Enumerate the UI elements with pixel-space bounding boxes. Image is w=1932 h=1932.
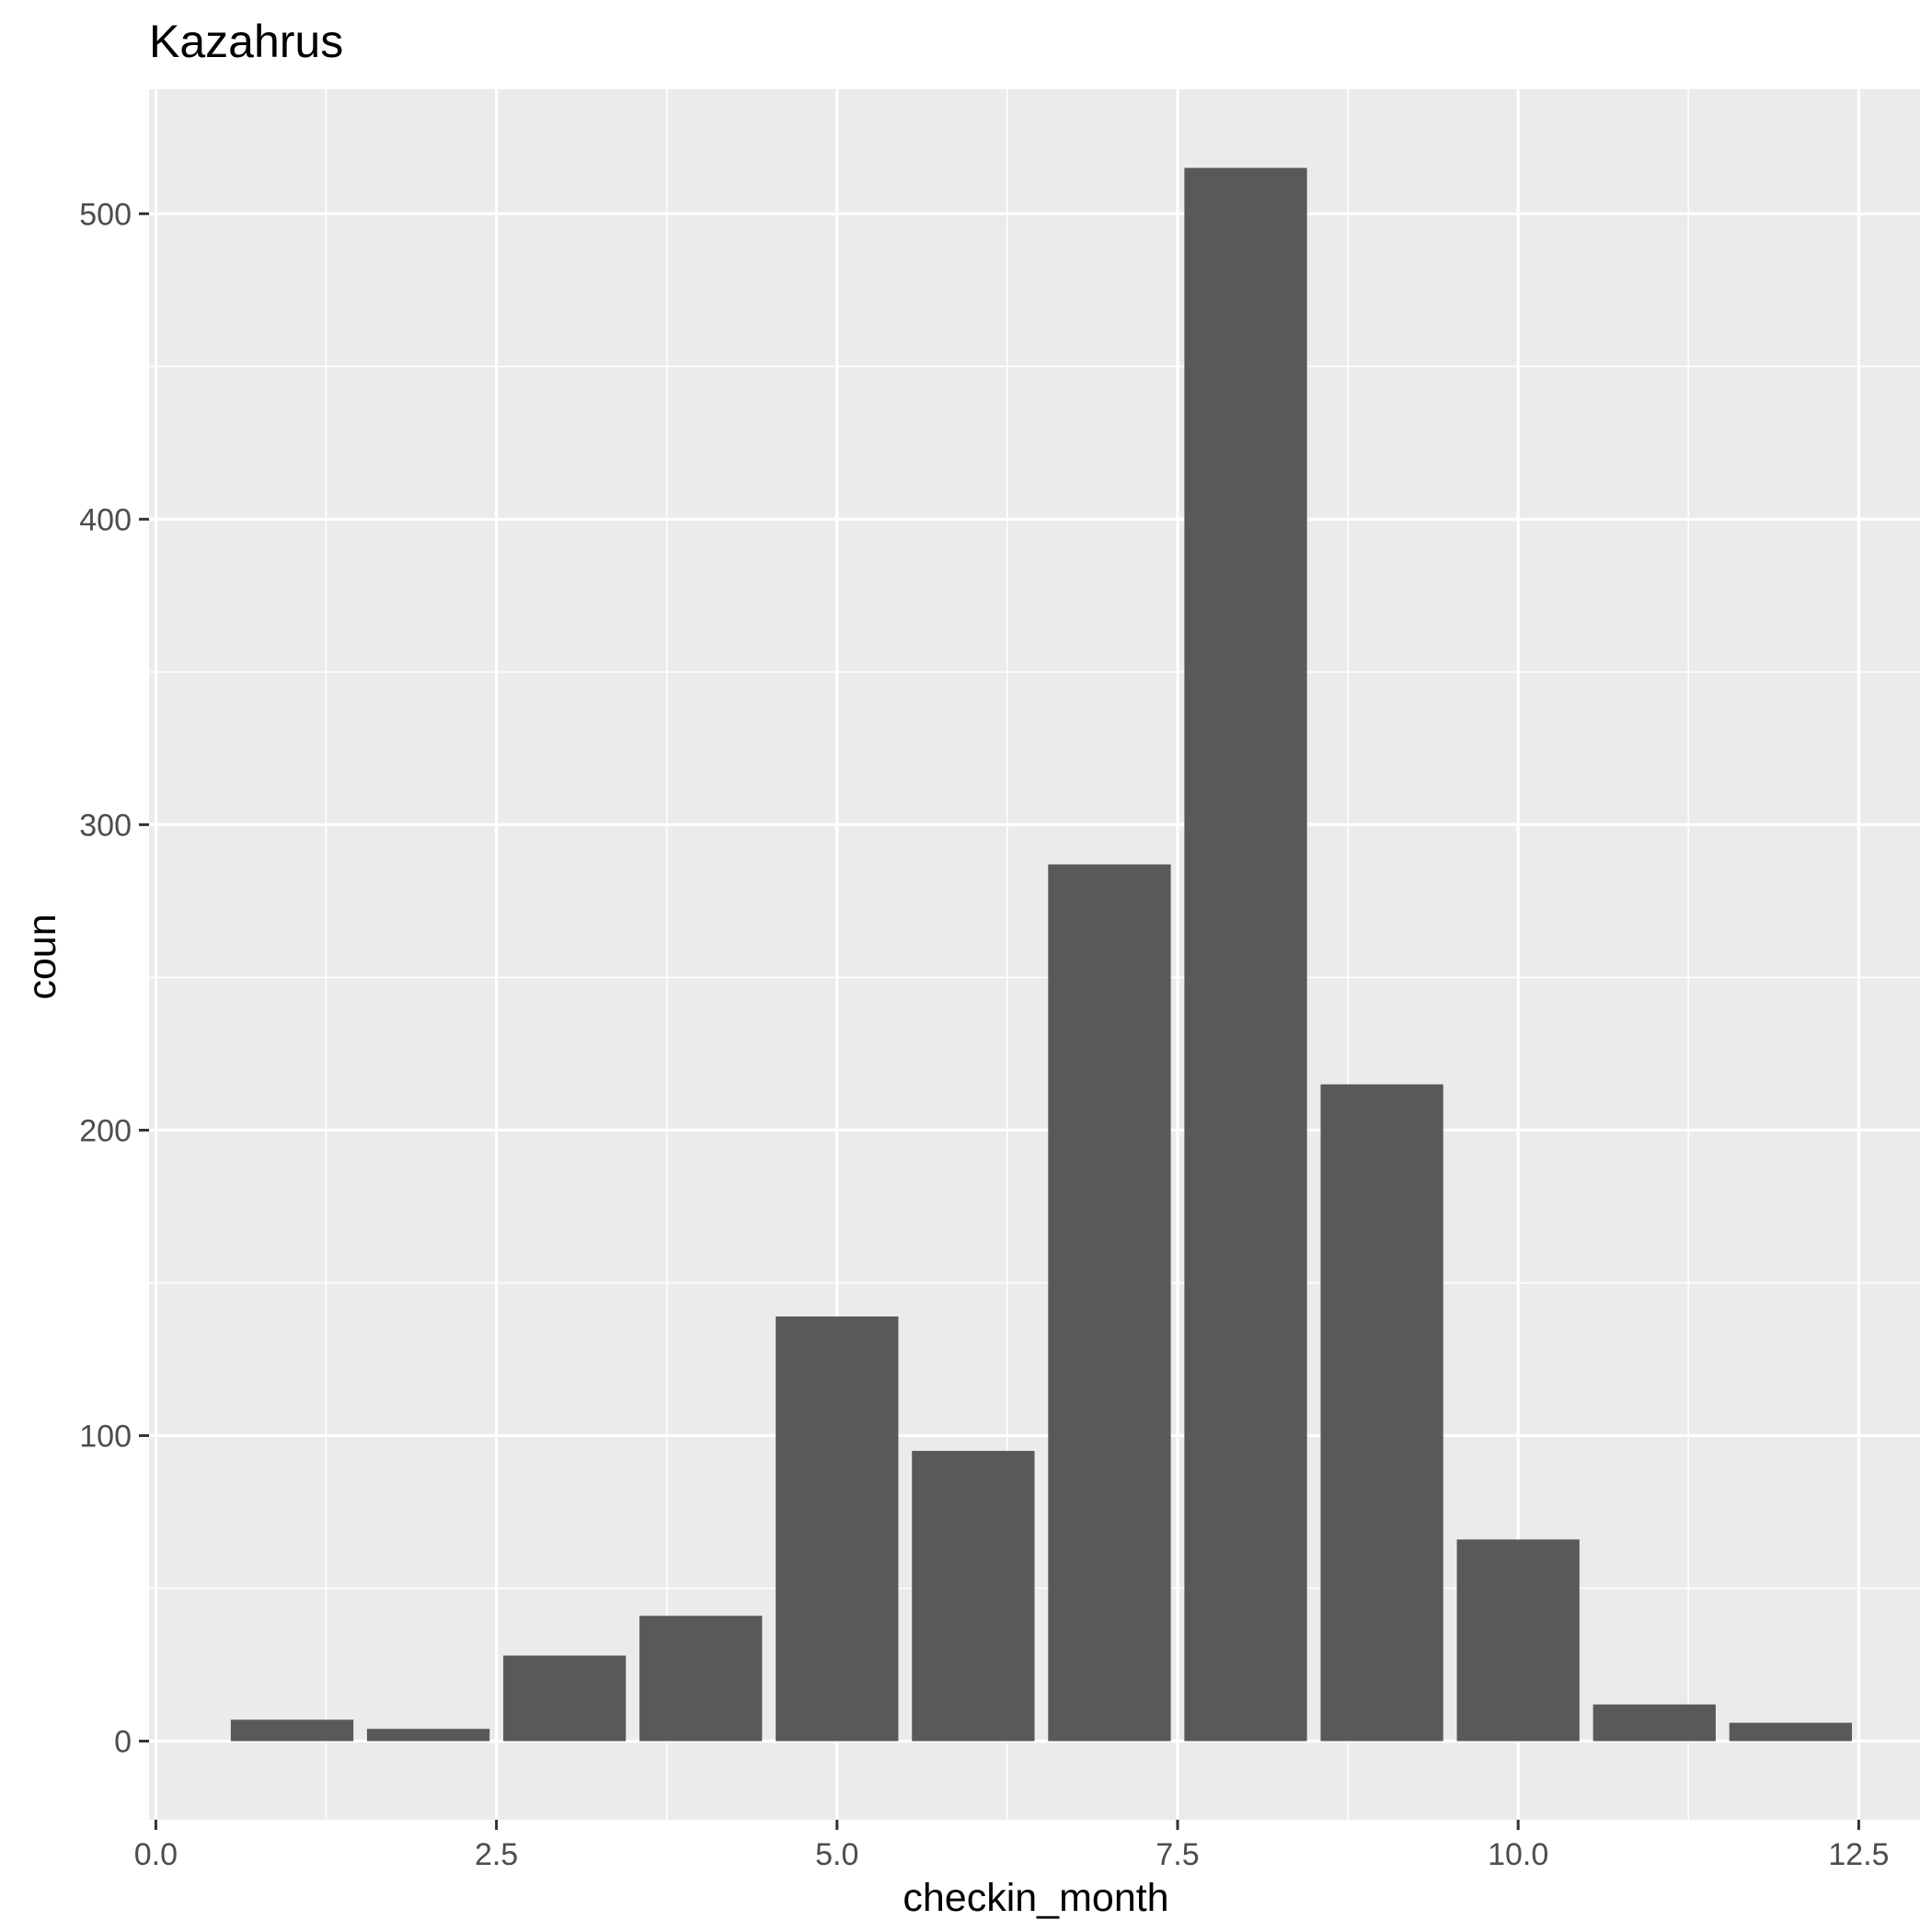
bar-month-3 [503,1655,627,1742]
bars [230,167,1852,1742]
x-tick-label: 10.0 [1488,1837,1548,1872]
bar-month-6 [912,1451,1035,1742]
bar-month-12 [1729,1722,1852,1742]
x-tick-label: 0.0 [134,1837,178,1872]
y-tick-label: 500 [79,197,132,232]
y-axis-title: coun [20,914,64,999]
bar-month-11 [1593,1704,1716,1742]
bar-month-8 [1184,167,1307,1742]
y-tick-label: 300 [79,808,132,843]
bar-month-2 [366,1729,490,1742]
x-tick-label: 12.5 [1828,1837,1889,1872]
y-tick-label: 100 [79,1419,132,1454]
bar-month-4 [639,1616,763,1742]
y-axis: 0 100 200 300 400 500 [79,197,149,1760]
bar-month-1 [230,1719,354,1742]
x-tick-label: 5.0 [815,1837,858,1872]
x-axis: 0.0 2.5 5.0 7.5 10.0 12.5 [134,1820,1889,1872]
y-tick-label: 0 [114,1725,132,1760]
bar-month-5 [776,1316,899,1742]
x-tick-label: 2.5 [475,1837,518,1872]
x-tick-label: 7.5 [1156,1837,1199,1872]
major-gridlines [149,89,1920,1820]
bar-month-7 [1048,864,1171,1742]
bar-month-9 [1320,1084,1443,1742]
y-tick-label: 200 [79,1113,132,1148]
bar-month-10 [1456,1539,1580,1742]
chart-title: Kazahrus [149,16,343,67]
x-axis-title: checkin_month [903,1876,1168,1920]
y-tick-label: 400 [79,502,132,537]
